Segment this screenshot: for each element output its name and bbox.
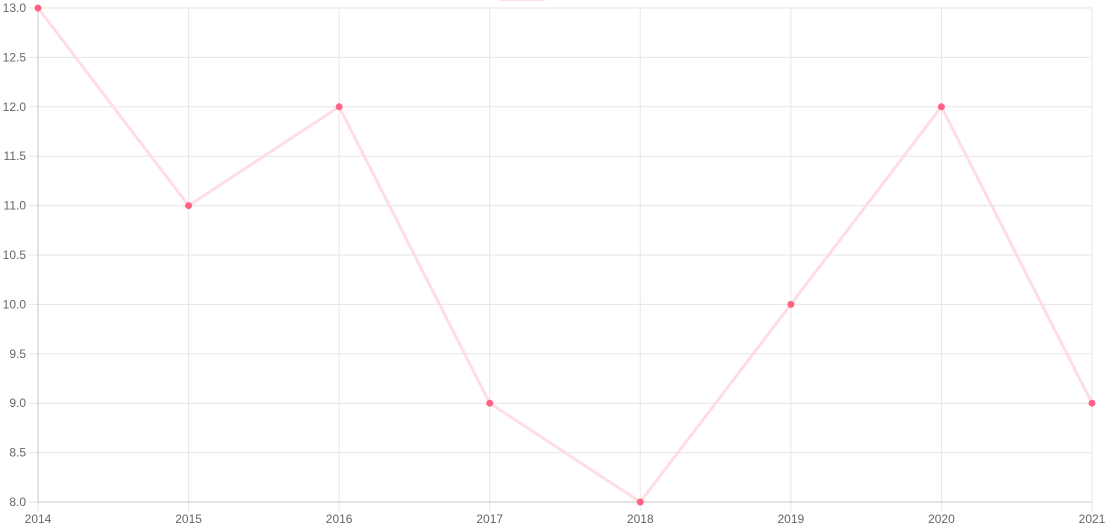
label-layer: 8.0 8.5 9.0 9.5 10.0 10.5 11.0 11.5 12.0 12.5 13.0… bbox=[3, 1, 1106, 526]
x-tick-label: 2019 bbox=[778, 512, 805, 526]
axis-layer bbox=[37, 8, 1092, 503]
y-tick-label: 10.0 bbox=[3, 297, 27, 311]
y-tick-label: 12.0 bbox=[3, 100, 27, 114]
series-line bbox=[36, 6, 1094, 504]
x-tick-label: 2020 bbox=[928, 512, 955, 526]
data-point bbox=[34, 4, 42, 12]
legend-swatch bbox=[500, 0, 545, 1]
x-tick-label: 2016 bbox=[326, 512, 353, 526]
y-tick-label: 11.0 bbox=[4, 199, 27, 213]
x-tick-label: 2018 bbox=[627, 512, 654, 526]
data-point bbox=[486, 399, 494, 407]
y-tick-label: 8.0 bbox=[9, 495, 26, 509]
y-tick-label: 13.0 bbox=[3, 1, 27, 15]
x-tick-label: 2015 bbox=[175, 512, 202, 526]
data-point bbox=[185, 202, 193, 210]
y-tick-label: 11.5 bbox=[4, 149, 27, 163]
x-tick-label: 2014 bbox=[25, 512, 52, 526]
data-point bbox=[636, 498, 644, 506]
data-point bbox=[335, 103, 343, 111]
y-tick-label: 10.5 bbox=[3, 248, 27, 262]
series-layer bbox=[34, 4, 1096, 506]
data-point bbox=[937, 103, 945, 111]
grid-layer bbox=[29, 7, 1093, 511]
x-tick-label: 2021 bbox=[1079, 512, 1106, 526]
y-tick-label: 8.5 bbox=[9, 446, 26, 460]
y-tick-label: 12.5 bbox=[3, 50, 27, 64]
x-tick-label: 2017 bbox=[476, 512, 503, 526]
data-point bbox=[787, 300, 795, 308]
y-tick-label: 9.0 bbox=[9, 396, 26, 410]
y-tick-label: 9.5 bbox=[9, 347, 26, 361]
data-point bbox=[1088, 399, 1096, 407]
legend-layer bbox=[500, 0, 545, 1]
